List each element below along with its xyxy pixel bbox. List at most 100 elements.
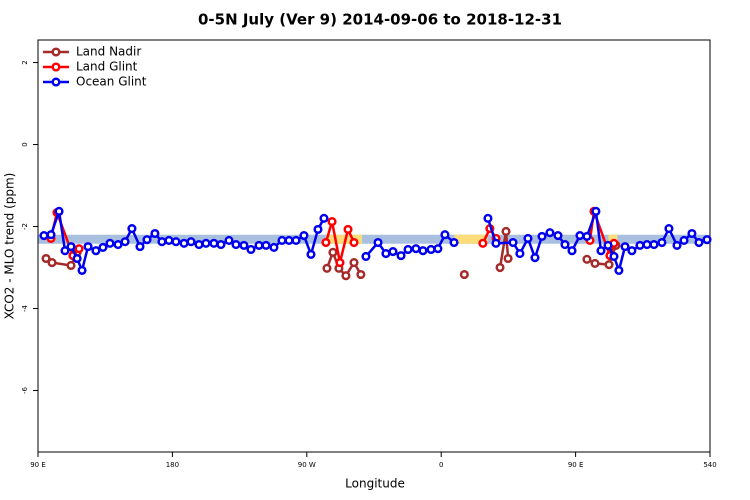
y-axis-label: XCO2 - MLO trend (ppm): [3, 173, 17, 320]
point: [356, 269, 366, 280]
point: [306, 249, 316, 259]
point: [277, 235, 287, 246]
point: [582, 231, 592, 241]
point: [91, 246, 101, 256]
point: [396, 251, 406, 261]
point: [66, 242, 76, 252]
point: [635, 240, 645, 250]
point: [135, 242, 145, 252]
legend-marker: [51, 62, 61, 72]
x-tick-label: 90 W: [298, 461, 316, 469]
point: [54, 206, 64, 216]
band: [38, 234, 710, 244]
point: [216, 240, 226, 250]
chart-title: 0-5N July (Ver 9) 2014-09-06 to 2018-12-…: [198, 11, 562, 29]
y-tick-label: 0: [21, 142, 29, 146]
point: [284, 235, 294, 246]
y-tick-label: -4: [21, 304, 29, 312]
highlight-band: [454, 234, 488, 244]
point: [299, 230, 309, 241]
point: [560, 240, 570, 250]
x-tick-label: 0: [439, 461, 443, 469]
point: [349, 258, 359, 268]
point: [98, 242, 108, 252]
point: [322, 263, 332, 273]
x-tick-label: 90 E: [30, 461, 46, 469]
point: [328, 247, 338, 257]
point: [483, 213, 493, 223]
x-axis-label: Longitude: [345, 477, 405, 491]
point: [74, 244, 84, 254]
point: [388, 246, 398, 257]
point: [72, 253, 82, 264]
point: [224, 235, 234, 246]
point: [426, 244, 436, 255]
point: [231, 240, 241, 250]
point: [642, 240, 652, 250]
point: [142, 235, 152, 245]
point: [341, 271, 351, 281]
point: [361, 251, 371, 262]
point: [46, 230, 56, 240]
point: [127, 224, 137, 234]
point: [649, 240, 659, 250]
point: [194, 240, 204, 250]
point: [679, 235, 689, 246]
point: [343, 224, 353, 234]
point: [66, 260, 76, 271]
point: [41, 253, 51, 264]
point: [105, 238, 115, 248]
point: [596, 246, 606, 256]
point: [672, 240, 682, 250]
point: [47, 258, 57, 268]
point: [449, 237, 459, 248]
legend-label: Land Nadir: [76, 45, 141, 59]
legend-label: Ocean Glint: [76, 75, 147, 89]
point: [478, 238, 488, 248]
point: [702, 235, 712, 245]
point: [582, 254, 592, 264]
point: [171, 237, 181, 247]
point: [591, 206, 601, 216]
point: [687, 228, 697, 239]
point: [609, 251, 619, 262]
point: [120, 237, 130, 247]
point: [313, 224, 323, 234]
legend-label: Land Glint: [76, 60, 138, 74]
point: [254, 240, 264, 250]
point: [515, 249, 525, 259]
point: [157, 237, 167, 247]
point: [503, 253, 513, 264]
x-tick-label: 90 E: [568, 461, 584, 469]
point: [491, 238, 501, 248]
y-tick-label: 2: [21, 60, 29, 64]
point: [459, 269, 469, 280]
point: [164, 235, 174, 246]
point: [614, 265, 624, 275]
point: [373, 237, 383, 248]
point: [186, 237, 196, 247]
point: [440, 230, 450, 240]
point: [620, 242, 630, 252]
point: [321, 237, 331, 248]
point: [604, 260, 614, 270]
point: [575, 230, 585, 241]
point: [39, 230, 49, 241]
point: [603, 240, 613, 250]
point: [113, 240, 123, 250]
point: [657, 237, 667, 248]
point: [83, 242, 93, 252]
legend-marker: [51, 47, 61, 57]
point: [627, 246, 637, 256]
point: [291, 235, 301, 246]
point: [239, 240, 249, 250]
point: [590, 258, 600, 268]
point: [508, 237, 518, 248]
point: [150, 228, 160, 239]
point: [77, 265, 87, 275]
point: [523, 233, 533, 243]
point: [209, 238, 219, 248]
x-tick-label: 540: [703, 461, 716, 469]
point: [694, 237, 704, 248]
